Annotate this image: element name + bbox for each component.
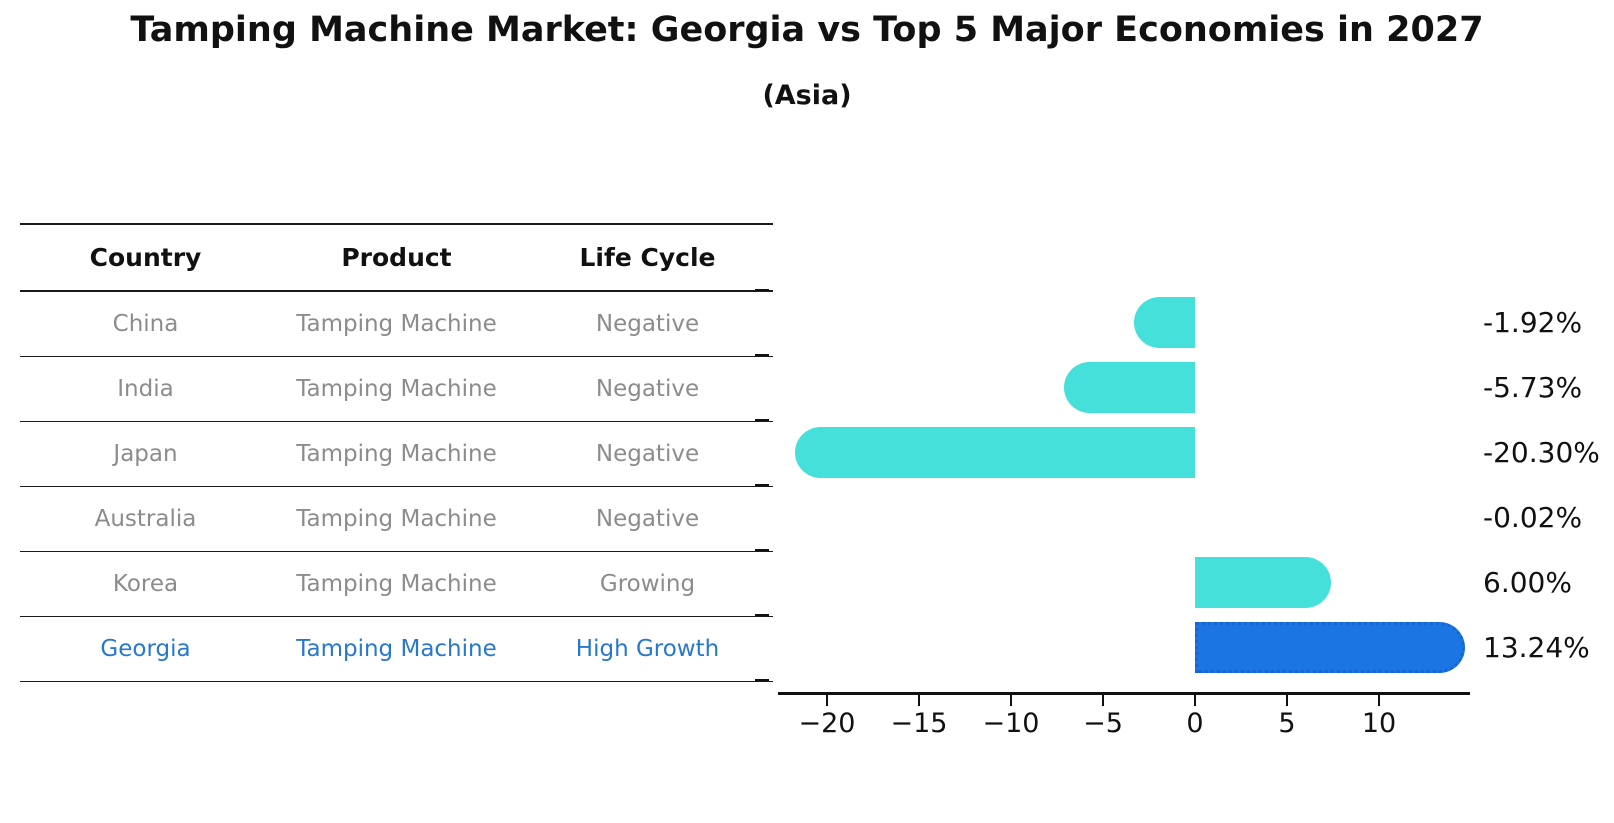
table-header-row: Country Product Life Cycle [20, 225, 773, 292]
x-axis-tick [1286, 695, 1288, 706]
y-axis-tick [755, 289, 769, 291]
value-label-india: -5.73% [1483, 370, 1583, 404]
table-row: China Tamping Machine Negative [20, 292, 773, 357]
table-row-georgia-highlight: Georgia Tamping Machine High Growth [20, 617, 773, 682]
x-axis-tick-label: 10 [1361, 708, 1397, 739]
table-row: Japan Tamping Machine Negative [20, 422, 773, 487]
x-axis-tick-label: 5 [1278, 708, 1296, 739]
x-axis-tick-label: −10 [982, 708, 1040, 739]
cell-country: China [112, 311, 179, 337]
x-axis-tick-label: −20 [798, 708, 856, 739]
cell-life-cycle: Growing [599, 571, 696, 597]
table-row: Korea Tamping Machine Growing [20, 552, 773, 617]
value-label-china: -1.92% [1483, 305, 1583, 339]
x-axis-tick [1010, 695, 1012, 706]
x-axis-tick [826, 695, 828, 706]
cell-life-cycle: Negative [595, 311, 700, 337]
col-header-product: Product [341, 243, 452, 272]
x-axis-tick [1102, 695, 1104, 706]
cell-country: Japan [113, 441, 178, 467]
col-header-country: Country [89, 243, 202, 272]
bar-china [1133, 297, 1195, 348]
y-axis-tick [755, 354, 769, 356]
cell-product: Tamping Machine [296, 636, 497, 662]
y-axis-tick [755, 549, 769, 551]
comparison-table: Country Product Life Cycle China Tamping… [20, 223, 773, 682]
cell-country: India [117, 376, 174, 402]
chart-title: Tamping Machine Market: Georgia vs Top 5… [130, 10, 1484, 50]
x-axis-tick [1378, 695, 1380, 706]
cell-country: Georgia [100, 636, 191, 662]
value-label-georgia: 13.24% [1483, 630, 1590, 664]
cell-life-cycle: High Growth [575, 636, 720, 662]
cell-product: Tamping Machine [296, 311, 497, 337]
cell-life-cycle: Negative [595, 506, 700, 532]
table-row: Australia Tamping Machine Negative [20, 487, 773, 552]
bar-korea [1195, 557, 1332, 608]
y-axis-tick [755, 679, 769, 681]
value-label-australia: -0.02% [1483, 500, 1583, 534]
x-axis-tick-label: 0 [1186, 708, 1204, 739]
chart-subtitle: (Asia) [762, 80, 852, 111]
bar-georgia [1195, 622, 1465, 673]
bar-india [1063, 362, 1195, 413]
bar-japan [795, 427, 1195, 478]
cell-life-cycle: Negative [595, 376, 700, 402]
cell-product: Tamping Machine [296, 441, 497, 467]
y-axis-tick [755, 614, 769, 616]
y-axis-tick [755, 484, 769, 486]
col-header-life-cycle: Life Cycle [579, 243, 716, 272]
x-axis-tick [1194, 695, 1196, 706]
cell-product: Tamping Machine [296, 506, 497, 532]
table-row: India Tamping Machine Negative [20, 357, 773, 422]
cell-life-cycle: Negative [595, 441, 700, 467]
value-label-japan: -20.30% [1483, 435, 1600, 469]
cell-product: Tamping Machine [296, 571, 497, 597]
x-axis-tick-label: −5 [1083, 708, 1123, 739]
cell-country: Korea [112, 571, 179, 597]
value-label-korea: 6.00% [1483, 565, 1572, 599]
cell-country: Australia [94, 506, 197, 532]
x-axis-line [778, 692, 1470, 695]
cell-product: Tamping Machine [296, 376, 497, 402]
x-axis-tick [918, 695, 920, 706]
y-axis-tick [755, 419, 769, 421]
x-axis-tick-label: −15 [890, 708, 948, 739]
